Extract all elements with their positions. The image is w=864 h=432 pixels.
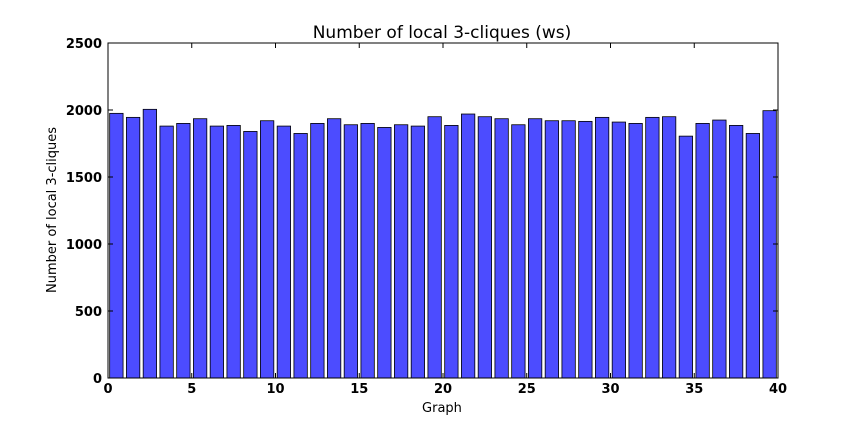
bar-36 [712, 119, 727, 379]
bar-24 [511, 124, 526, 379]
bar-11 [293, 133, 308, 379]
bar-13 [327, 118, 342, 379]
bar-38 [745, 133, 760, 379]
bar-31 [628, 123, 643, 379]
bar-8 [243, 131, 258, 379]
bar-37 [729, 125, 744, 379]
bar-4 [176, 123, 191, 379]
bar-33 [662, 116, 677, 379]
y-tick-label-4: 2000 [66, 104, 102, 119]
bar-25 [528, 118, 543, 379]
chart-title: Number of local 3-cliques (ws) [313, 23, 572, 43]
bar-23 [494, 118, 509, 379]
bar-3 [159, 125, 174, 379]
bar-6 [209, 125, 224, 379]
bar-22 [477, 116, 492, 379]
bar-7 [226, 125, 241, 379]
y-tick-label-2: 1000 [66, 238, 102, 253]
x-tick-label-1: 5 [187, 382, 196, 397]
x-axis-label: Graph [422, 401, 462, 416]
y-tick-label-5: 2500 [66, 37, 102, 52]
ticks-group: 0 5 10 15 20 25 30 35 40 0 500 1000 1500 2000 2500 [66, 37, 787, 397]
x-tick-label-4: 20 [434, 382, 452, 397]
x-tick-label-0: 0 [103, 382, 112, 397]
y-axis-label: Number of local 3-cliques [45, 127, 60, 293]
bar-28 [578, 120, 593, 379]
bar-35 [695, 123, 710, 379]
x-tick-label-2: 10 [266, 382, 284, 397]
x-tick-label-7: 35 [685, 382, 703, 397]
x-tick-label-3: 15 [350, 382, 368, 397]
bar-30 [611, 121, 626, 379]
bar-12 [310, 123, 325, 379]
plot-frame [107, 42, 779, 379]
x-tick-label-8: 40 [769, 382, 787, 397]
bars-group [109, 108, 777, 379]
y-tick-label-1: 500 [75, 305, 102, 320]
bar-19 [427, 116, 442, 379]
bar-27 [561, 120, 576, 379]
bar-21 [461, 113, 476, 379]
x-tick-label-6: 30 [601, 382, 619, 397]
bar-14 [343, 124, 358, 379]
bar-1 [126, 116, 141, 379]
bar-34 [678, 135, 693, 379]
bar-5 [193, 118, 208, 379]
bar-2 [142, 108, 157, 379]
bar-18 [410, 125, 425, 379]
x-tick-label-5: 25 [518, 382, 536, 397]
bar-10 [276, 125, 291, 379]
bar-29 [595, 116, 610, 379]
bar-26 [544, 120, 559, 379]
bar-15 [360, 123, 375, 379]
bar-32 [645, 116, 660, 379]
y-tick-label-0: 0 [93, 372, 102, 387]
bar-17 [394, 124, 409, 379]
bar-0 [109, 112, 124, 379]
bar-20 [444, 125, 459, 379]
y-tick-label-3: 1500 [66, 171, 102, 186]
bar-9 [260, 120, 275, 379]
bar-16 [377, 127, 392, 379]
